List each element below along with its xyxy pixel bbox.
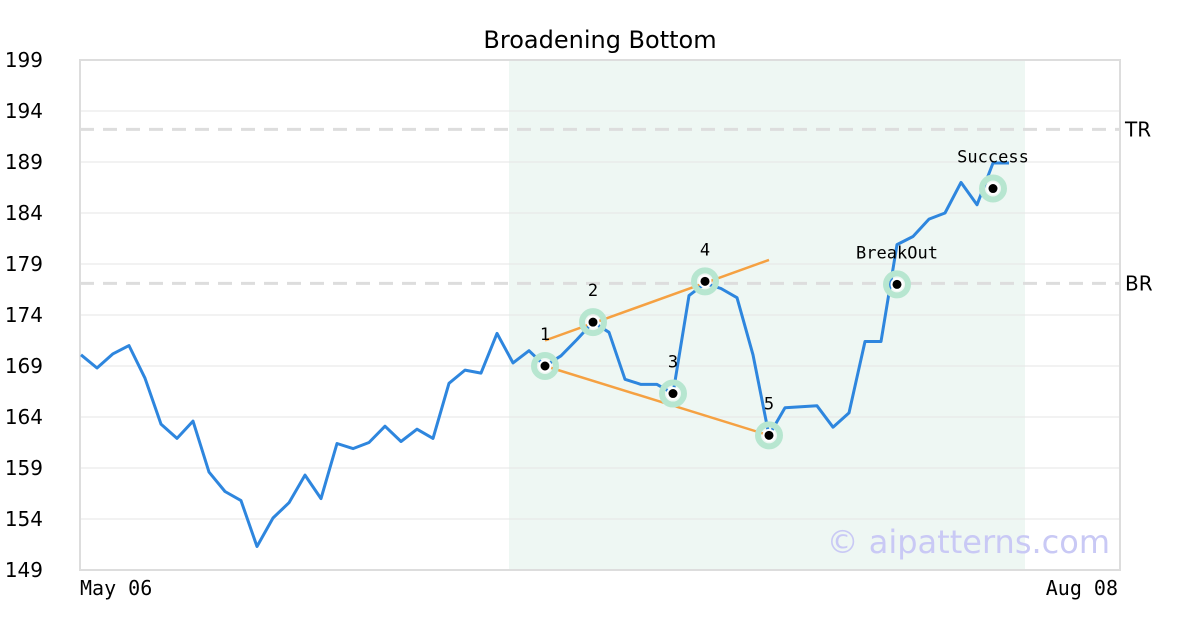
pattern-point-3: 3 (659, 353, 687, 408)
point-halo (883, 270, 911, 299)
point-halo (979, 174, 1007, 203)
pattern-point-4: 4 (691, 240, 719, 296)
y-tick-label: 189 (5, 150, 43, 174)
x-tick-label: Aug 08 (1046, 576, 1118, 600)
y-tick-label: 169 (5, 354, 43, 378)
y-tick-label: 154 (5, 507, 43, 531)
point-marker (586, 315, 600, 329)
y-tick-label: 159 (5, 456, 43, 480)
watermark: © aipatterns.com (827, 523, 1110, 561)
point-label: BreakOut (856, 243, 938, 263)
point-label: Success (957, 148, 1029, 168)
reference-label-tr: TR (1124, 117, 1151, 141)
y-tick-label: 164 (5, 405, 43, 429)
y-tick-label: 194 (5, 99, 43, 123)
x-tick-label: May 06 (80, 576, 152, 600)
point-label: 2 (588, 281, 598, 301)
pattern-point-success: Success (957, 148, 1029, 203)
y-tick-label: 149 (5, 558, 43, 582)
point-halo (531, 352, 559, 380)
point-marker (986, 182, 1000, 196)
y-tick-label: 174 (5, 303, 43, 327)
y-tick-label: 199 (5, 48, 43, 72)
lower-trend-line (544, 364, 770, 437)
pattern-point-2: 2 (579, 281, 607, 337)
point-marker (666, 387, 680, 401)
point-marker (538, 359, 552, 373)
point-label: 5 (764, 394, 774, 414)
point-marker (698, 274, 712, 288)
point-label: 3 (668, 353, 678, 373)
point-marker (890, 277, 904, 291)
plot-frame (79, 59, 1121, 571)
point-halo (579, 308, 607, 337)
reference-label-br: BR (1125, 271, 1153, 295)
point-halo (691, 267, 719, 296)
pattern-point-breakout: BreakOut (856, 243, 938, 299)
point-label: 4 (700, 240, 710, 260)
chart-title: Broadening Bottom (483, 26, 716, 54)
pattern-point-5: 5 (755, 394, 783, 450)
point-marker (762, 428, 776, 442)
point-label: 1 (540, 325, 550, 345)
point-halo (755, 421, 783, 450)
y-tick-label: 184 (5, 201, 43, 225)
pattern-point-1: 1 (531, 325, 559, 380)
point-halo (659, 379, 687, 408)
y-tick-label: 179 (5, 252, 43, 276)
